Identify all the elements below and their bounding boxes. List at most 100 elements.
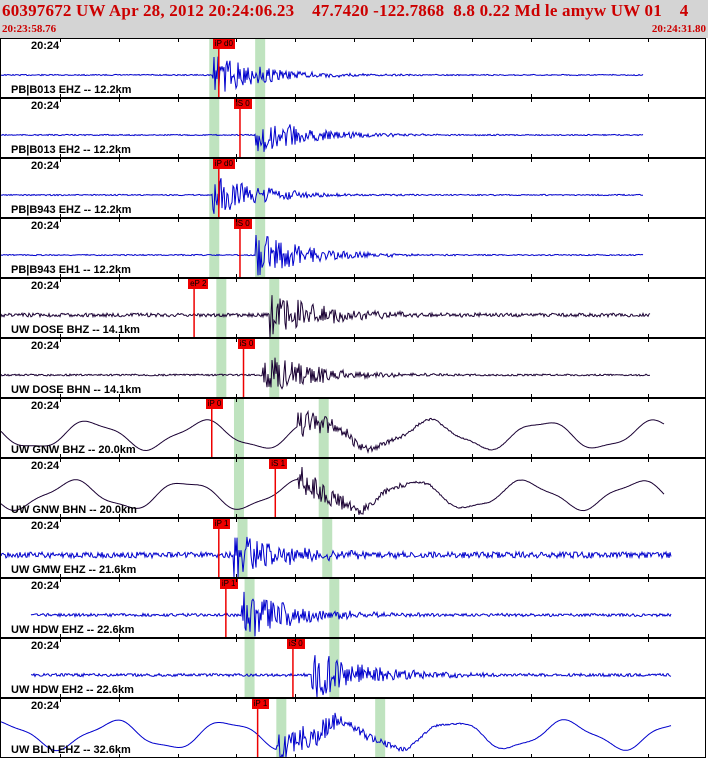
phase-pick-flag[interactable]: iS 1 <box>269 459 288 469</box>
time-tick <box>589 519 591 522</box>
seismogram-plot <box>1 219 644 277</box>
phase-pick-flag[interactable]: eP 2 <box>188 279 209 289</box>
time-tick <box>530 399 532 402</box>
time-tick <box>589 694 591 697</box>
trace-panel[interactable]: 20:24 iP 0 UW GNW BHZ -- 20.0km <box>0 398 706 458</box>
seismogram-plot <box>1 519 672 577</box>
pick-window-s <box>322 519 333 577</box>
trace-panel[interactable]: 20:24 iS 0 UW HDW EH2 -- 22.6km <box>0 638 706 698</box>
time-tick <box>118 399 120 402</box>
time-tick <box>177 574 179 577</box>
time-tick <box>118 459 120 462</box>
waveform-trace <box>1 409 665 454</box>
time-tick <box>589 639 591 642</box>
time-tick <box>118 99 120 102</box>
trace-panel[interactable]: 20:24 iS 0 PB|B013 EH2 -- 12.2km <box>0 98 706 158</box>
waveform-trace <box>30 591 672 637</box>
time-tick <box>471 639 473 642</box>
time-tick <box>648 339 650 342</box>
phase-pick-flag[interactable]: iP 1 <box>219 579 238 589</box>
trace-panel[interactable]: 20:24 iS 0 PB|B943 EH1 -- 12.2km <box>0 218 706 278</box>
phase-pick-flag[interactable]: iS 0 <box>237 339 256 349</box>
time-tick <box>354 94 355 97</box>
waveform-trace <box>1 536 672 577</box>
time-tick <box>471 394 473 397</box>
time-tick <box>648 579 650 582</box>
time-tick <box>530 634 532 637</box>
trace-panel[interactable]: 20:24 iP d0 PB|B943 EHZ -- 12.2km <box>0 158 706 218</box>
trace-panel[interactable]: 20:24 iP 1 UW BLN EHZ -- 32.6km <box>0 698 706 758</box>
phase-pick-flag[interactable]: iP 0 <box>205 399 224 409</box>
waveform-trace <box>1 712 672 757</box>
time-tick <box>648 754 650 757</box>
time-tick <box>412 394 414 397</box>
phase-pick-flag[interactable]: iP 1 <box>251 699 270 709</box>
time-tick <box>648 394 650 397</box>
pick-window-s <box>255 159 266 217</box>
time-tick <box>295 754 297 757</box>
time-tick <box>412 459 414 462</box>
time-tick <box>295 279 297 282</box>
time-tick <box>295 94 297 97</box>
time-tick <box>295 694 297 697</box>
time-tick <box>59 699 61 702</box>
phase-pick-flag[interactable]: iS 0 <box>233 219 252 229</box>
time-tick <box>236 279 238 282</box>
time-tick <box>471 514 473 517</box>
time-tick <box>412 454 414 457</box>
time-tick <box>471 279 473 282</box>
phase-pick-flag[interactable]: iS 0 <box>286 639 305 649</box>
event-title: 60397672 UW Apr 28, 2012 20:24:06.23 47.… <box>2 1 689 20</box>
trace-panel[interactable]: 20:24 iS 0 UW DOSE BHN -- 14.1km <box>0 338 706 398</box>
station-label: UW HDW EHZ -- 22.6km <box>11 624 135 636</box>
time-tick <box>177 639 179 642</box>
seismogram-plot <box>1 399 665 457</box>
time-tick <box>236 334 238 337</box>
time-tick <box>648 154 650 157</box>
trace-panel[interactable]: 20:24 eP 2 UW DOSE BHZ -- 14.1km <box>0 278 706 338</box>
time-tick <box>236 39 238 42</box>
trace-time-label: 20:24 <box>31 40 60 52</box>
station-label: PB|B013 EH2 -- 12.2km <box>11 144 131 156</box>
time-tick <box>471 699 473 702</box>
time-tick <box>177 394 179 397</box>
time-tick <box>648 634 650 637</box>
phase-pick-flag[interactable]: iP d0 <box>212 39 235 49</box>
time-tick <box>354 394 355 397</box>
time-tick <box>118 334 120 337</box>
pick-window-p <box>233 399 244 457</box>
time-tick <box>177 334 179 337</box>
time-tick <box>530 279 532 282</box>
pick-window-p <box>209 99 220 157</box>
time-tick <box>59 399 61 402</box>
time-tick <box>354 514 355 517</box>
time-tick <box>648 94 650 97</box>
time-tick <box>177 579 179 582</box>
trace-panel[interactable]: 20:24 iP d0 PB|B013 EHZ -- 12.2km <box>0 38 706 98</box>
time-tick <box>589 99 591 102</box>
time-tick <box>589 154 591 157</box>
waveform-trace <box>1 56 644 92</box>
time-tick <box>530 219 532 222</box>
seismogram-plot <box>1 159 643 217</box>
trace-panel[interactable]: 20:24 iS 1 UW GNW BHN -- 20.0km <box>0 458 706 518</box>
time-tick <box>177 214 179 217</box>
phase-pick-flag[interactable]: iP 1 <box>212 519 231 529</box>
pick-window-s <box>255 99 266 157</box>
station-label: PB|B943 EH1 -- 12.2km <box>11 264 131 276</box>
trace-panel[interactable]: 20:24 iP 1 UW HDW EHZ -- 22.6km <box>0 578 706 638</box>
phase-pick-flag[interactable]: iS 0 <box>233 99 252 109</box>
time-tick <box>471 754 473 757</box>
phase-pick-flag[interactable]: iP d0 <box>212 159 235 169</box>
time-tick <box>59 279 61 282</box>
time-tick <box>530 339 532 342</box>
time-tick <box>648 574 650 577</box>
station-label: UW DOSE BHN -- 14.1km <box>11 384 142 396</box>
trace-time-label: 20:24 <box>31 340 60 352</box>
time-tick <box>648 459 650 462</box>
trace-panel[interactable]: 20:24 iP 1 UW GMW EHZ -- 21.6km <box>0 518 706 578</box>
time-tick <box>236 214 238 217</box>
pick-window-p <box>244 579 255 637</box>
time-tick <box>589 454 591 457</box>
time-tick <box>177 274 179 277</box>
